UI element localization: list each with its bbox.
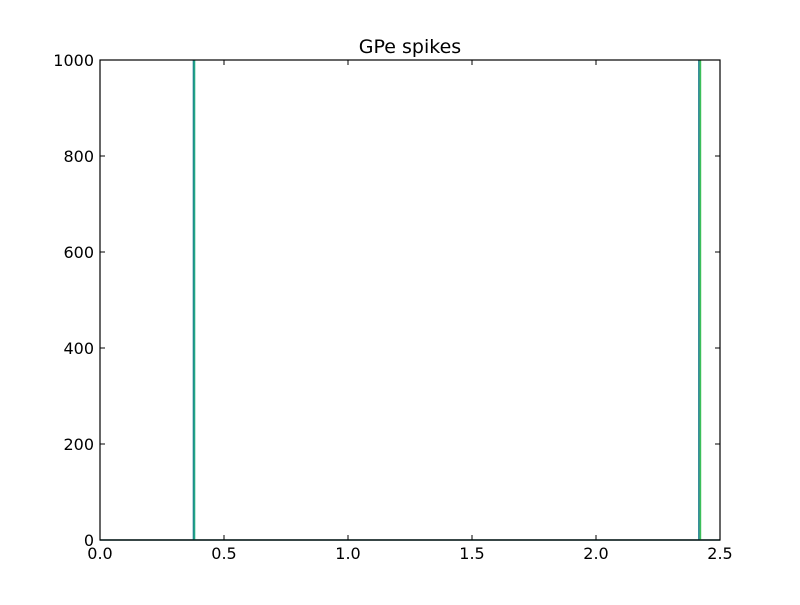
x-tick-label: 0.5 [211, 544, 236, 563]
y-tick-label: 0 [84, 531, 94, 550]
x-tick-label: 2.5 [707, 544, 732, 563]
plot-frame [99, 59, 721, 541]
y-tick-label: 400 [63, 339, 94, 358]
x-tick-label: 1.5 [459, 544, 484, 563]
plot-area [100, 60, 720, 540]
y-tick-label: 800 [63, 147, 94, 166]
y-tick-label: 200 [63, 435, 94, 454]
x-tick-label: 1.0 [335, 544, 360, 563]
x-tick-label: 2.0 [583, 544, 608, 563]
y-tick-label: 600 [63, 243, 94, 262]
axis-tick-labels: 0.0 0.5 1.0 1.5 2.0 2.5 0 200 400 600 800 1000 [53, 51, 732, 563]
y-tick-label: 1000 [53, 51, 94, 70]
chart-title: GPe spikes [359, 36, 461, 58]
x-tick-label: 0.0 [87, 544, 112, 563]
